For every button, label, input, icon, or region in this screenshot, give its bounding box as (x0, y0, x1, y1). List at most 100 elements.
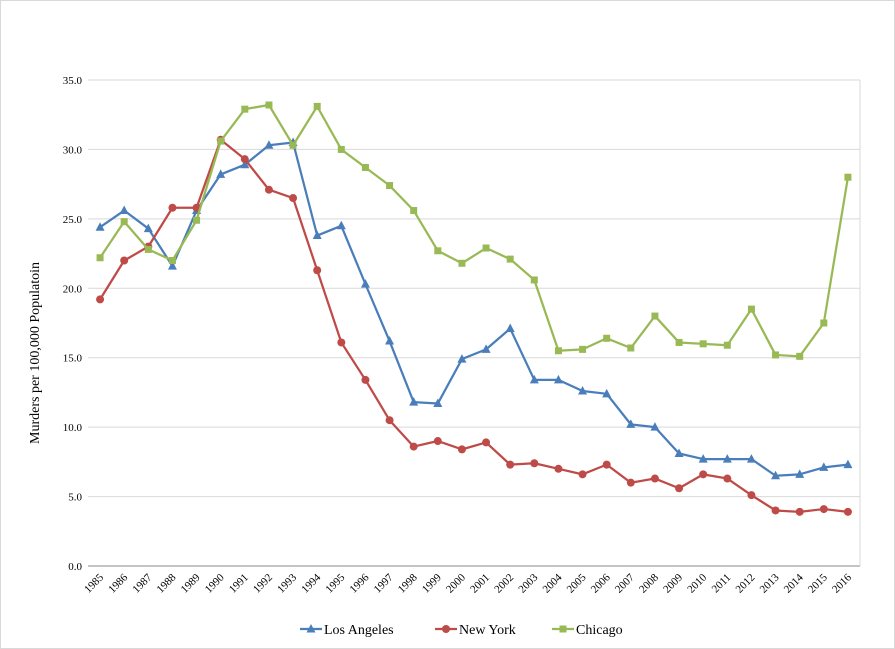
data-point-new-york (313, 266, 322, 275)
data-point-los-angeles (481, 344, 491, 353)
y-tick-label: 25.0 (63, 214, 83, 226)
y-tick-label: 5.0 (68, 492, 82, 504)
data-point-new-york (602, 460, 611, 469)
x-tick-label: 1997 (372, 571, 396, 595)
data-point-new-york (289, 194, 298, 203)
x-tick-label: 1985 (82, 571, 106, 595)
data-point-new-york (843, 507, 852, 516)
x-tick-label: 2010 (685, 571, 709, 595)
y-axis-ticks: 0.0 5.0 10.0 15.0 20.0 25.0 30.0 35.0 (63, 75, 83, 573)
data-point-new-york (192, 203, 201, 212)
data-point-los-angeles (674, 448, 684, 458)
data-point-los-angeles (529, 374, 539, 384)
data-point-los-angeles (602, 388, 612, 398)
data-point-new-york (482, 438, 491, 447)
data-point-chicago (772, 351, 780, 359)
x-tick-label: 1995 (323, 571, 347, 595)
data-point-los-angeles (795, 469, 805, 478)
legend-item-los-angeles: Los Angeles (300, 623, 394, 638)
data-point-chicago (337, 145, 345, 153)
data-point-new-york (264, 185, 273, 194)
data-point-chicago (289, 141, 297, 149)
data-point-los-angeles (216, 169, 226, 178)
data-point-los-angeles (385, 336, 395, 345)
data-point-chicago (313, 102, 321, 110)
data-point-chicago (217, 137, 225, 145)
y-tick-label: 20.0 (63, 283, 83, 295)
data-point-new-york (337, 338, 346, 347)
data-point-new-york (120, 256, 129, 265)
data-point-los-angeles (312, 230, 322, 240)
data-point-chicago (796, 352, 804, 360)
data-point-chicago (651, 312, 659, 320)
data-point-new-york (771, 506, 780, 515)
data-point-los-angeles (698, 454, 708, 463)
x-tick-label: 2008 (637, 571, 661, 595)
data-point-new-york (723, 474, 732, 483)
x-tick-label: 1996 (348, 571, 372, 595)
data-point-chicago (144, 245, 152, 253)
data-point-new-york (433, 437, 442, 446)
data-point-new-york (96, 295, 105, 304)
data-point-chicago (627, 344, 635, 352)
data-point-chicago (434, 247, 442, 255)
series-chicago (96, 101, 852, 360)
data-point-los-angeles (433, 398, 443, 408)
legend: Los Angeles New York Chicago (300, 623, 623, 638)
x-tick-label: 1992 (251, 572, 275, 596)
data-point-new-york (819, 505, 828, 514)
data-point-chicago (361, 163, 369, 171)
data-point-los-angeles (264, 140, 274, 149)
data-point-chicago (603, 334, 611, 342)
data-point-chicago (579, 345, 587, 353)
data-point-new-york (795, 507, 804, 516)
x-tick-label: 1991 (227, 572, 251, 596)
x-tick-label: 2016 (830, 571, 854, 595)
data-point-new-york (457, 445, 466, 454)
series-line-new-york (99, 138, 849, 513)
data-point-los-angeles (336, 220, 346, 230)
x-tick-label: 1990 (203, 571, 227, 595)
x-tick-label: 1993 (275, 571, 299, 595)
data-point-new-york (747, 491, 756, 500)
data-point-chicago (699, 340, 707, 348)
x-axis-ticks: 1985 1986 1987 1988 1989 1990 1991 1992 1993 1994… (82, 571, 854, 595)
x-tick-label: 2015 (806, 571, 830, 595)
data-point-los-angeles (167, 261, 177, 270)
x-tick-label: 1989 (179, 571, 203, 595)
legend-marker (442, 625, 450, 633)
x-tick-label: 2009 (661, 571, 685, 595)
x-tick-label: 1999 (420, 571, 444, 595)
legend-marker (306, 624, 316, 633)
y-tick-label: 35.0 (63, 75, 83, 87)
data-point-los-angeles (505, 323, 515, 333)
series-layer (95, 101, 853, 516)
x-tick-label: 1994 (299, 571, 323, 595)
data-point-los-angeles (360, 279, 370, 288)
data-point-new-york (650, 474, 659, 483)
data-point-new-york (626, 478, 635, 487)
data-point-new-york (578, 470, 587, 479)
x-tick-label: 2012 (734, 572, 758, 596)
data-point-los-angeles (143, 223, 153, 233)
data-point-los-angeles (578, 386, 588, 395)
data-point-chicago (410, 207, 418, 215)
data-point-chicago (530, 276, 538, 284)
series-los-angeles (95, 137, 853, 480)
gridlines (88, 79, 861, 567)
data-point-los-angeles (409, 397, 419, 406)
x-tick-label: 1998 (396, 571, 420, 595)
data-point-los-angeles (457, 354, 467, 363)
data-point-chicago (723, 341, 731, 349)
data-point-los-angeles (240, 159, 250, 169)
data-point-chicago (820, 319, 828, 327)
x-tick-label: 2003 (516, 571, 540, 595)
x-tick-label: 2007 (613, 571, 637, 595)
data-point-chicago (386, 182, 394, 190)
data-point-los-angeles (722, 454, 732, 463)
data-point-chicago (241, 105, 249, 113)
data-point-chicago (265, 101, 273, 109)
legend-item-new-york: New York (435, 623, 516, 638)
data-point-chicago (747, 305, 755, 313)
